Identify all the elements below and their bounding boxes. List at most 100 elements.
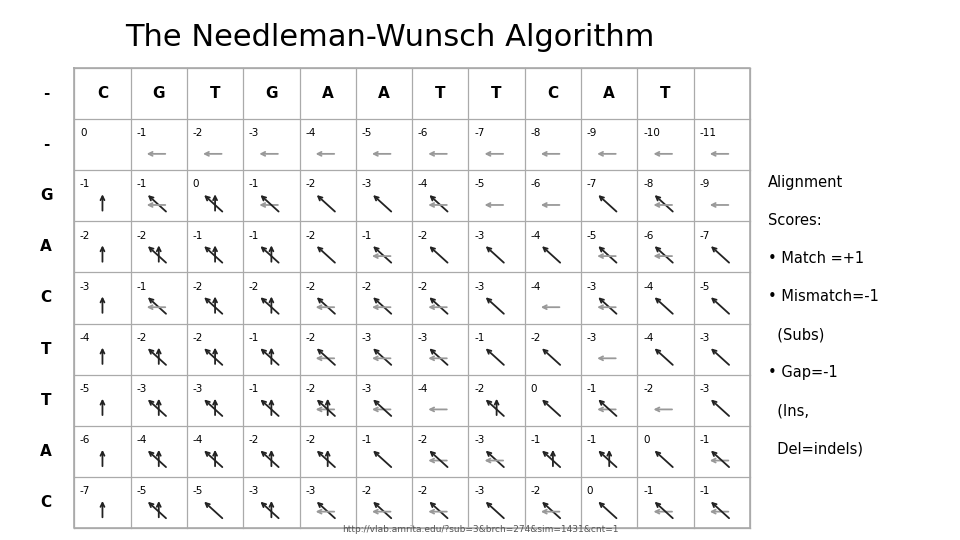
Text: 0: 0 [530, 384, 537, 394]
Text: -2: -2 [362, 282, 372, 292]
Text: -5: -5 [80, 384, 90, 394]
Text: 0: 0 [587, 486, 593, 496]
Text: T: T [41, 342, 52, 356]
Text: -7: -7 [80, 486, 90, 496]
Text: -1: -1 [193, 231, 203, 240]
Text: -5: -5 [136, 486, 147, 496]
Text: -3: -3 [587, 282, 597, 292]
Text: -2: -2 [193, 129, 203, 138]
Text: -4: -4 [305, 129, 316, 138]
Text: -1: -1 [587, 435, 597, 445]
Text: -6: -6 [80, 435, 90, 445]
Text: -1: -1 [530, 435, 540, 445]
Text: -2: -2 [136, 333, 147, 343]
Text: Scores:: Scores: [768, 213, 822, 228]
Text: -11: -11 [699, 129, 716, 138]
Text: -4: -4 [530, 231, 540, 240]
Text: -2: -2 [530, 486, 540, 496]
Text: -9: -9 [587, 129, 597, 138]
Text: -4: -4 [193, 435, 203, 445]
Text: -3: -3 [474, 486, 485, 496]
Text: -3: -3 [474, 231, 485, 240]
Text: -2: -2 [474, 384, 485, 394]
Text: G: G [153, 86, 165, 101]
Text: A: A [603, 86, 615, 101]
Text: T: T [41, 393, 52, 408]
Text: T: T [492, 86, 502, 101]
Text: -8: -8 [643, 179, 654, 190]
Text: -3: -3 [193, 384, 203, 394]
Text: -1: -1 [249, 231, 259, 240]
Text: -2: -2 [305, 179, 316, 190]
Text: -2: -2 [418, 435, 428, 445]
Text: -7: -7 [699, 231, 709, 240]
Text: -8: -8 [530, 129, 540, 138]
Text: G: G [40, 188, 53, 203]
Text: -3: -3 [699, 384, 709, 394]
Text: The Needleman-Wunsch Algorithm: The Needleman-Wunsch Algorithm [126, 24, 655, 52]
Text: -2: -2 [418, 486, 428, 496]
Text: -2: -2 [305, 435, 316, 445]
Text: -2: -2 [305, 282, 316, 292]
Text: T: T [435, 86, 445, 101]
Text: -5: -5 [699, 282, 709, 292]
Text: G: G [265, 86, 277, 101]
Text: -3: -3 [249, 129, 259, 138]
Text: -4: -4 [530, 282, 540, 292]
Text: A: A [40, 444, 52, 459]
Text: -4: -4 [80, 333, 90, 343]
Text: -5: -5 [193, 486, 203, 496]
Text: -6: -6 [418, 129, 428, 138]
Text: -4: -4 [418, 384, 428, 394]
Text: -1: -1 [136, 179, 147, 190]
Text: -1: -1 [362, 435, 372, 445]
Text: -9: -9 [699, 179, 709, 190]
Text: -4: -4 [136, 435, 147, 445]
Text: -1: -1 [699, 486, 709, 496]
Text: A: A [322, 86, 333, 101]
Text: -2: -2 [80, 231, 90, 240]
Text: (Subs): (Subs) [768, 327, 825, 342]
Text: Del=indels): Del=indels) [768, 441, 863, 456]
Text: C: C [40, 495, 52, 510]
Text: -1: -1 [699, 435, 709, 445]
Text: -7: -7 [474, 129, 485, 138]
Text: -4: -4 [643, 333, 654, 343]
Text: -1: -1 [136, 129, 147, 138]
Text: -2: -2 [305, 231, 316, 240]
Text: A: A [40, 239, 52, 254]
Text: -3: -3 [474, 282, 485, 292]
Text: -2: -2 [193, 282, 203, 292]
Text: • Mismatch=-1: • Mismatch=-1 [768, 289, 878, 304]
Text: -1: -1 [249, 333, 259, 343]
Text: -2: -2 [305, 384, 316, 394]
Text: -4: -4 [643, 282, 654, 292]
Text: -5: -5 [474, 179, 485, 190]
Text: • Match =+1: • Match =+1 [768, 251, 864, 266]
Text: -2: -2 [249, 282, 259, 292]
Text: -2: -2 [643, 384, 654, 394]
Text: -1: -1 [249, 179, 259, 190]
Text: -1: -1 [362, 231, 372, 240]
Text: -1: -1 [249, 384, 259, 394]
Text: -3: -3 [699, 333, 709, 343]
Text: -2: -2 [249, 435, 259, 445]
Text: -6: -6 [530, 179, 540, 190]
Text: Alignment: Alignment [768, 175, 843, 190]
Text: -1: -1 [643, 486, 654, 496]
Text: -: - [43, 86, 49, 101]
Text: -3: -3 [80, 282, 90, 292]
Text: -3: -3 [305, 486, 316, 496]
Text: -2: -2 [418, 231, 428, 240]
Text: 0: 0 [193, 179, 199, 190]
Text: -6: -6 [643, 231, 654, 240]
Text: -5: -5 [362, 129, 372, 138]
Text: -5: -5 [587, 231, 597, 240]
Text: 0: 0 [80, 129, 86, 138]
Text: -3: -3 [362, 333, 372, 343]
Text: -3: -3 [249, 486, 259, 496]
Text: -2: -2 [193, 333, 203, 343]
Text: -7: -7 [587, 179, 597, 190]
Text: -4: -4 [418, 179, 428, 190]
Text: (Ins,: (Ins, [768, 403, 809, 418]
